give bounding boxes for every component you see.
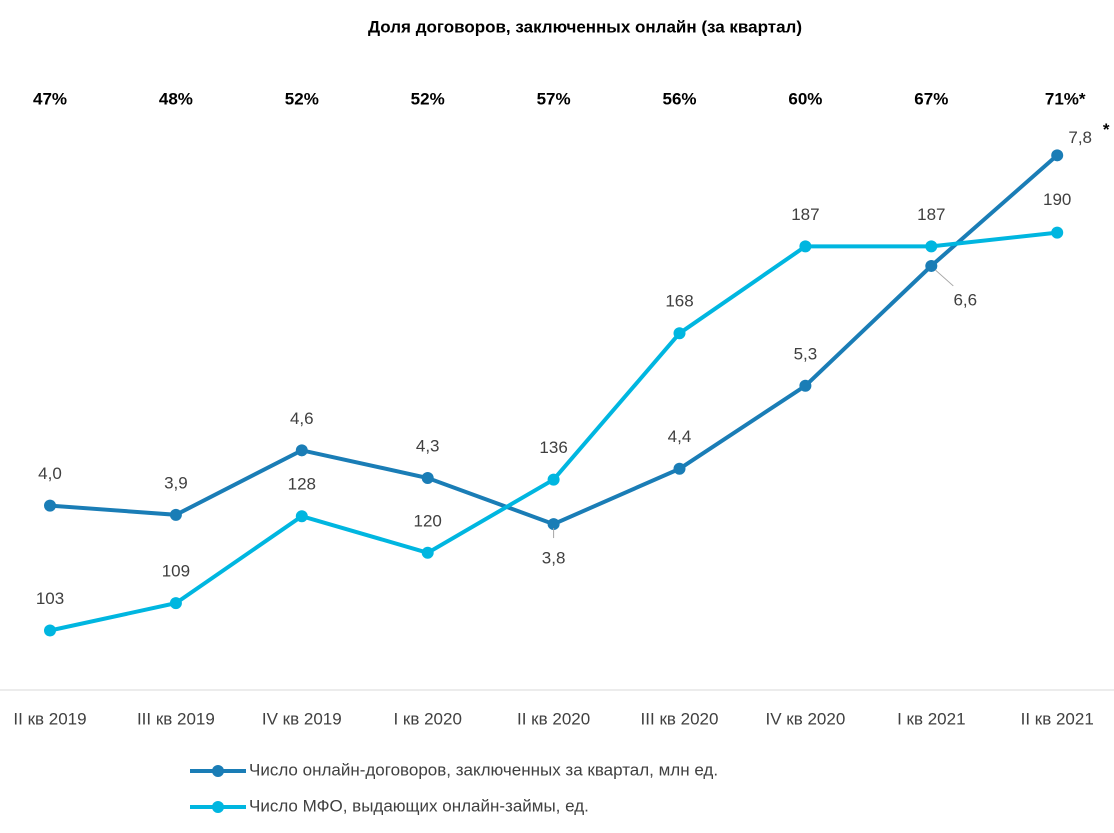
x-tick-label: IV кв 2019 bbox=[262, 709, 342, 728]
data-point bbox=[1051, 226, 1064, 239]
data-point bbox=[673, 462, 686, 475]
data-point bbox=[421, 546, 434, 559]
data-label: 3,9 bbox=[164, 473, 188, 492]
data-label: 187 bbox=[791, 205, 819, 224]
data-label: 3,8 bbox=[542, 549, 566, 568]
data-point bbox=[925, 240, 938, 253]
x-tick-label: III кв 2019 bbox=[137, 709, 215, 728]
top-label: 71%* bbox=[1045, 89, 1086, 108]
data-label: 190 bbox=[1043, 190, 1071, 209]
data-point bbox=[547, 473, 560, 486]
annotation: * bbox=[1103, 120, 1110, 139]
data-label: 4,0 bbox=[38, 464, 62, 483]
top-label: 67% bbox=[914, 89, 948, 108]
data-label: 4,4 bbox=[668, 427, 692, 446]
data-label: 103 bbox=[36, 589, 64, 608]
data-label: 120 bbox=[414, 511, 442, 530]
x-tick-label: II кв 2020 bbox=[517, 709, 590, 728]
legend-marker bbox=[212, 765, 224, 777]
data-label: 5,3 bbox=[794, 344, 818, 363]
data-point bbox=[169, 508, 182, 521]
top-label: 60% bbox=[788, 89, 822, 108]
data-label: 4,6 bbox=[290, 409, 314, 428]
x-tick-label: III кв 2020 bbox=[641, 709, 719, 728]
x-tick-label: IV кв 2020 bbox=[766, 709, 846, 728]
data-point bbox=[44, 499, 56, 512]
data-point bbox=[673, 327, 686, 340]
data-label: 168 bbox=[665, 292, 693, 311]
x-tick-label: I кв 2021 bbox=[897, 709, 965, 728]
top-label: 52% bbox=[285, 89, 319, 108]
top-label: 47% bbox=[33, 89, 67, 108]
data-point bbox=[421, 471, 434, 484]
data-label: 187 bbox=[917, 205, 945, 224]
series-line bbox=[49, 153, 1059, 527]
data-point bbox=[1051, 149, 1064, 162]
data-point bbox=[799, 240, 812, 253]
top-label: 48% bbox=[159, 89, 193, 108]
legend-label: Число онлайн-договоров, заключенных за к… bbox=[249, 760, 718, 779]
legend-label: Число МФО, выдающих онлайн-займы, ед. bbox=[249, 796, 589, 815]
data-label: 109 bbox=[162, 562, 190, 581]
leader-line bbox=[934, 269, 954, 287]
x-tick-label: I кв 2020 bbox=[393, 709, 461, 728]
data-point bbox=[547, 518, 560, 531]
top-label: 57% bbox=[537, 89, 571, 108]
data-label: 6,6 bbox=[953, 290, 977, 309]
data-point bbox=[169, 597, 182, 610]
data-point bbox=[799, 379, 812, 392]
data-point bbox=[295, 510, 308, 523]
legend-marker bbox=[212, 801, 224, 813]
chart-title: Доля договоров, заключенных онлайн (за к… bbox=[368, 17, 802, 36]
data-point bbox=[44, 624, 56, 637]
data-label: 4,3 bbox=[416, 436, 440, 455]
top-label: 52% bbox=[411, 89, 445, 108]
data-point bbox=[925, 259, 938, 272]
data-label: 7,8 bbox=[1068, 128, 1092, 147]
top-label: 56% bbox=[662, 89, 696, 108]
x-tick-label: II кв 2019 bbox=[13, 709, 86, 728]
data-point bbox=[295, 444, 308, 457]
x-tick-label: II кв 2021 bbox=[1021, 709, 1094, 728]
data-label: 128 bbox=[288, 475, 316, 494]
data-label: 136 bbox=[539, 438, 567, 457]
